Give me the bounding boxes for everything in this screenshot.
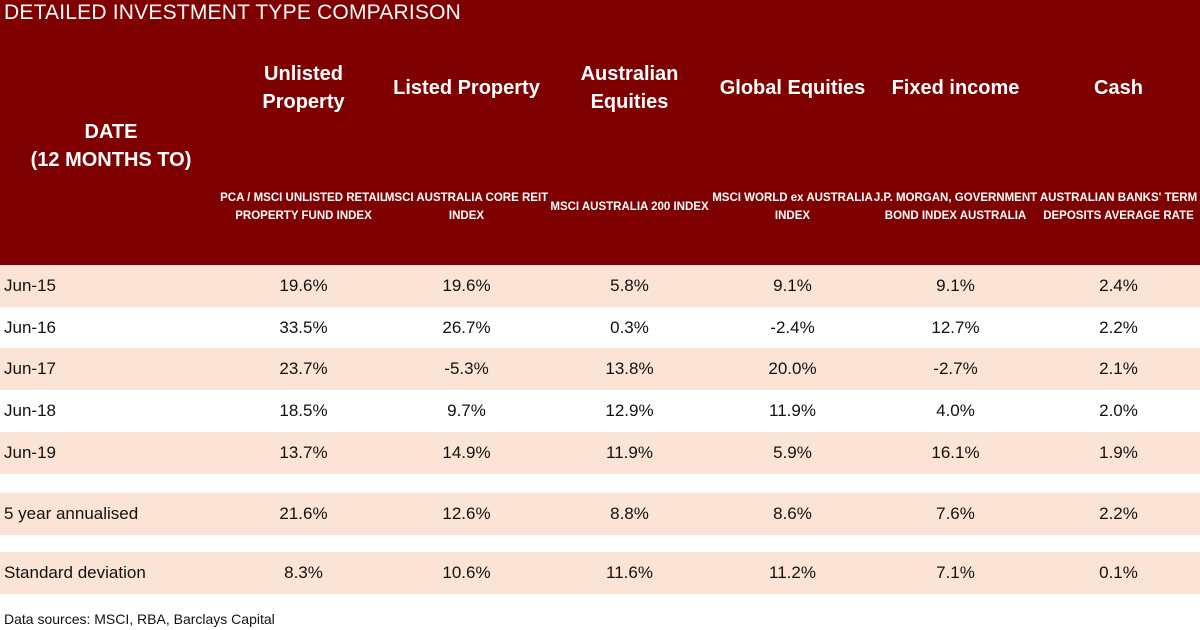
table-cell: 21.6%: [279, 504, 328, 523]
table-cell: 9.1%: [936, 276, 975, 295]
table-row: Jun-19 13.7% 14.9% 11.9% 5.9% 16.1% 1.9%: [0, 432, 1200, 474]
column-title: Global Equities: [719, 77, 866, 99]
table-cell: 4.0%: [936, 401, 975, 420]
table-row: Jun-17 23.7% -5.3% 13.8% 20.0% -2.7% 2.1%: [0, 348, 1200, 390]
column-title: Unlisted Property: [262, 63, 345, 113]
row-label: Jun-15: [4, 276, 56, 295]
date-column-header: DATE (12 MONTHS TO): [0, 118, 222, 174]
table-cell: 2.4%: [1099, 276, 1138, 295]
column-header: Fixed income J.P. MORGAN, GOVERNMENT BOND…: [874, 0, 1037, 265]
table-row: 5 year annualised 21.6% 12.6% 8.8% 8.6% 7.6% 2…: [0, 493, 1200, 535]
column-index-name: PCA / MSCI UNLISTED RETAIL PROPERTY FUND…: [220, 192, 387, 222]
table-cell: 10.6%: [442, 563, 491, 582]
column-header: Australian Equities MSCI AUSTRALIA 200 IN…: [548, 0, 711, 265]
table-cell: 13.7%: [279, 443, 328, 462]
table-cell: 23.7%: [279, 359, 328, 378]
row-label: Jun-16: [4, 318, 56, 337]
date-header-line: DATE: [84, 121, 138, 143]
table-cell: 1.9%: [1099, 443, 1138, 462]
table-cell: 11.6%: [606, 563, 653, 582]
table-cell: 18.5%: [279, 401, 328, 420]
date-header-line: (12 MONTHS TO): [30, 149, 192, 171]
page-title: DETAILED INVESTMENT TYPE COMPARISON: [4, 1, 462, 24]
table-cell: 19.6%: [442, 276, 491, 295]
table-cell: 19.6%: [279, 276, 328, 295]
table-cell: 0.3%: [610, 318, 649, 337]
row-label: Jun-18: [4, 401, 56, 420]
column-header: Cash AUSTRALIAN BANKS' TERM DEPOSITS AVER…: [1037, 0, 1200, 265]
table-cell: 8.6%: [773, 504, 812, 523]
table-cell: 9.7%: [447, 401, 486, 420]
table-cell: 5.9%: [773, 443, 812, 462]
column-title: Cash: [1094, 77, 1143, 99]
table-cell: 9.1%: [773, 276, 812, 295]
table-cell: 12.6%: [442, 504, 491, 523]
row-label: 5 year annualised: [4, 504, 139, 523]
table-cell: 13.8%: [605, 359, 654, 378]
table-cell: -2.7%: [933, 359, 978, 378]
column-title: Listed Property: [393, 77, 540, 99]
table-row: Jun-18 18.5% 9.7% 12.9% 11.9% 4.0% 2.0%: [0, 390, 1200, 432]
column-index-name: MSCI AUSTRALIA CORE REIT INDEX: [384, 192, 549, 222]
table-cell: 5.8%: [610, 276, 649, 295]
row-label: Jun-17: [4, 359, 56, 378]
table-cell: 2.2%: [1099, 504, 1138, 523]
table-cell: 14.9%: [442, 443, 491, 462]
table-row: Jun-15 19.6% 19.6% 5.8% 9.1% 9.1% 2.4%: [0, 265, 1200, 307]
table-cell: 8.8%: [610, 504, 649, 523]
table-header: DETAILED INVESTMENT TYPE COMPARISON DATE…: [0, 0, 1200, 265]
row-label: Standard deviation: [4, 563, 146, 582]
table-cell: 26.7%: [442, 318, 491, 337]
table-cell: 12.9%: [605, 401, 654, 420]
table-cell: 11.2%: [769, 563, 816, 582]
column-index-name: AUSTRALIAN BANKS' TERM DEPOSITS AVERAGE …: [1039, 192, 1198, 222]
table-row: Standard deviation 8.3% 10.6% 11.6% 11.2% 7.1…: [0, 552, 1200, 594]
column-title: Fixed income: [891, 77, 1020, 99]
table-cell: 8.3%: [284, 563, 323, 582]
row-label: Jun-19: [4, 443, 56, 462]
table-cell: 12.7%: [931, 318, 980, 337]
table-cell: 0.1%: [1099, 563, 1138, 582]
table-cell: 11.9%: [606, 443, 653, 462]
table-cell: 16.1%: [931, 443, 980, 462]
table-cell: 20.0%: [768, 359, 817, 378]
table-cell: 33.5%: [279, 318, 328, 337]
table-cell: 11.9%: [769, 401, 816, 420]
table-cell: 7.1%: [936, 563, 975, 582]
column-header: Unlisted Property PCA / MSCI UNLISTED RET…: [220, 0, 387, 265]
table-row: Jun-16 33.5% 26.7% 0.3% -2.4% 12.7% 2.2%: [0, 307, 1200, 349]
column-header: Global Equities MSCI WORLD ex AUSTRALIA I…: [711, 0, 874, 265]
table-cell: -2.4%: [770, 318, 815, 337]
table-cell: -5.3%: [444, 359, 489, 378]
table-cell: 2.1%: [1099, 359, 1138, 378]
table-cell: 2.0%: [1099, 401, 1138, 420]
column-title: Australian Equities: [580, 63, 679, 113]
column-index-name: MSCI AUSTRALIA 200 INDEX: [550, 201, 709, 213]
data-sources-footnote: Data sources: MSCI, RBA, Barclays Capita…: [4, 611, 275, 627]
table-cell: 2.2%: [1099, 318, 1138, 337]
column-index-name: MSCI WORLD ex AUSTRALIA INDEX: [712, 192, 873, 222]
table-cell: 7.6%: [936, 504, 975, 523]
column-header: Listed Property MSCI AUSTRALIA CORE REIT …: [385, 0, 548, 265]
column-index-name: J.P. MORGAN, GOVERNMENT BOND INDEX AUSTR…: [873, 192, 1038, 222]
